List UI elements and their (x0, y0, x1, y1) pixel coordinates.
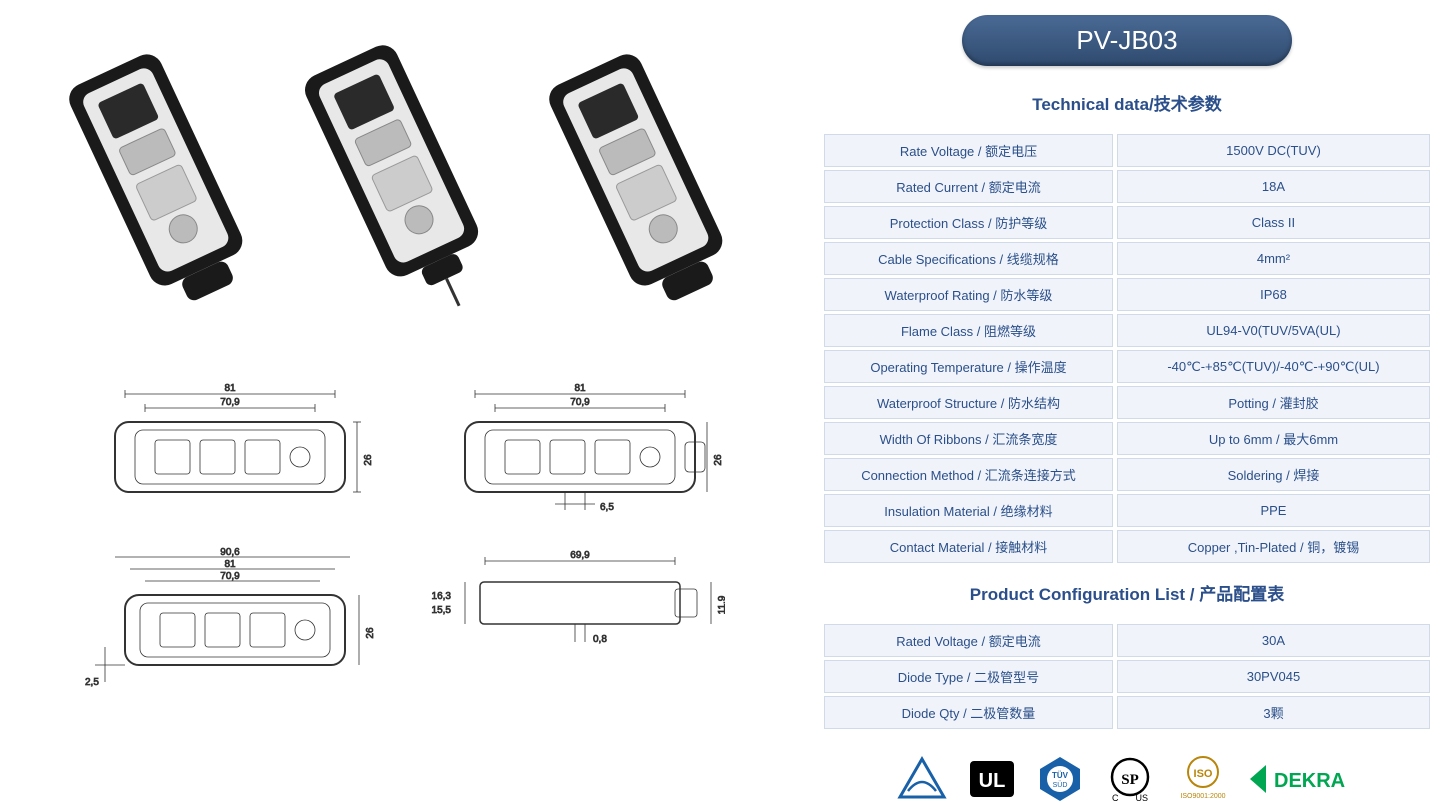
svg-text:0,8: 0,8 (593, 634, 607, 645)
config-spec-label: Diode Qty / 二极管数量 (824, 696, 1113, 729)
tech-spec-label: Protection Class / 防护等级 (824, 206, 1113, 239)
tech-spec-row: Connection Method / 汇流条连接方式Soldering / 焊… (824, 458, 1430, 491)
drawing-side-view: 69,9 16,3 15,5 0,8 11,9 (410, 547, 740, 697)
svg-text:26: 26 (365, 627, 375, 639)
svg-text:6,5: 6,5 (600, 502, 614, 513)
csa-icon: SPC US (1102, 754, 1158, 804)
svg-text:TÜV: TÜV (1052, 771, 1069, 780)
technical-drawings: 81 70,9 26 (20, 372, 780, 707)
svg-text:2,5: 2,5 (85, 677, 99, 688)
tech-spec-label: Cable Specifications / 线缆规格 (824, 242, 1113, 275)
tech-spec-value: IP68 (1117, 278, 1430, 311)
drawing-top-view-1: 81 70,9 26 (60, 382, 390, 527)
tech-spec-value: Soldering / 焊接 (1117, 458, 1430, 491)
drawing-top-view-3: 90,6 81 70,9 26 2,5 (60, 547, 390, 697)
config-spec-table: Rated Voltage / 额定电流30ADiode Type / 二极管型… (820, 621, 1434, 732)
tech-spec-value: 1500V DC(TUV) (1117, 134, 1430, 167)
tech-spec-row: Waterproof Structure / 防水结构Potting / 灌封胶 (824, 386, 1430, 419)
svg-text:ISO9001:2000: ISO9001:2000 (1180, 793, 1225, 800)
tech-spec-row: Contact Material / 接触材料Copper ,Tin-Plate… (824, 530, 1430, 563)
tech-spec-row: Cable Specifications / 线缆规格4mm² (824, 242, 1430, 275)
drawing-top-view-2: 81 70,9 26 6,5 (410, 382, 740, 527)
config-spec-value: 3颗 (1117, 696, 1430, 729)
tech-spec-row: Width Of Ribbons / 汇流条宽度Up to 6mm / 最大6m… (824, 422, 1430, 455)
tech-spec-value: Class II (1117, 206, 1430, 239)
tech-spec-table: Rate Voltage / 额定电压1500V DC(TUV)Rated Cu… (820, 131, 1434, 566)
tech-spec-value: 4mm² (1117, 242, 1430, 275)
tech-spec-label: Waterproof Rating / 防水等级 (824, 278, 1113, 311)
product-model-pill: PV-JB03 (962, 15, 1292, 66)
config-spec-label: Rated Voltage / 额定电流 (824, 624, 1113, 657)
tech-spec-label: Insulation Material / 绝缘材料 (824, 494, 1113, 527)
tech-spec-label: Rated Current / 额定电流 (824, 170, 1113, 203)
tech-spec-label: Contact Material / 接触材料 (824, 530, 1113, 563)
tech-spec-value: Up to 6mm / 最大6mm (1117, 422, 1430, 455)
svg-text:70,9: 70,9 (570, 397, 590, 408)
right-column: PV-JB03 Technical data/技术参数 Rate Voltage… (820, 15, 1434, 707)
iso-icon: ISO ISO9001:2000 (1176, 754, 1230, 804)
config-spec-row: Diode Type / 二极管型号30PV045 (824, 660, 1430, 693)
config-spec-label: Diode Type / 二极管型号 (824, 660, 1113, 693)
svg-text:26: 26 (363, 454, 374, 466)
tech-spec-row: Rate Voltage / 额定电压1500V DC(TUV) (824, 134, 1430, 167)
config-spec-value: 30A (1117, 624, 1430, 657)
svg-text:ISO: ISO (1194, 768, 1213, 780)
dekra-icon: DEKRA (1248, 754, 1358, 804)
svg-text:81: 81 (224, 383, 236, 394)
svg-text:UL: UL (979, 770, 1006, 792)
left-column: 81 70,9 26 (20, 15, 780, 707)
tech-spec-value: UL94-V0(TUV/5VA(UL) (1117, 314, 1430, 347)
config-spec-value: 30PV045 (1117, 660, 1430, 693)
ul-icon: UL (966, 754, 1018, 804)
junction-box-render-3 (550, 39, 730, 319)
certification-logos: UL TÜVSÜD SPC US ISO ISO9001:2000 DEKRA (820, 754, 1434, 804)
junction-box-render-1 (70, 39, 250, 319)
svg-text:DEKRA: DEKRA (1274, 770, 1345, 792)
tech-spec-label: Connection Method / 汇流条连接方式 (824, 458, 1113, 491)
svg-text:15,5: 15,5 (432, 605, 452, 616)
svg-text:70,9: 70,9 (220, 397, 240, 408)
svg-text:SP: SP (1121, 772, 1139, 788)
tech-data-heading: Technical data/技术参数 (820, 90, 1434, 115)
svg-text:90,6: 90,6 (220, 547, 240, 558)
config-spec-row: Diode Qty / 二极管数量3颗 (824, 696, 1430, 729)
tech-spec-label: Width Of Ribbons / 汇流条宽度 (824, 422, 1113, 455)
svg-text:26: 26 (713, 454, 724, 466)
tech-spec-label: Operating Temperature / 操作温度 (824, 350, 1113, 383)
tuv-sud-icon: TÜVSÜD (1036, 754, 1084, 804)
svg-text:16,3: 16,3 (432, 591, 452, 602)
tech-spec-value: -40℃-+85℃(TUV)/-40℃-+90℃(UL) (1117, 350, 1430, 383)
junction-box-render-2 (310, 39, 490, 319)
tech-spec-row: Insulation Material / 绝缘材料PPE (824, 494, 1430, 527)
svg-text:69,9: 69,9 (570, 550, 590, 561)
tuv-triangle-icon (896, 754, 948, 804)
svg-text:US: US (1135, 793, 1148, 803)
tech-spec-value: PPE (1117, 494, 1430, 527)
svg-text:81: 81 (574, 383, 586, 394)
tech-spec-row: Protection Class / 防护等级Class II (824, 206, 1430, 239)
tech-spec-label: Waterproof Structure / 防水结构 (824, 386, 1113, 419)
tech-spec-value: 18A (1117, 170, 1430, 203)
config-list-heading: Product Configuration List / 产品配置表 (820, 580, 1434, 605)
svg-text:70,9: 70,9 (220, 571, 240, 582)
svg-text:SÜD: SÜD (1053, 781, 1068, 789)
tech-spec-value: Copper ,Tin-Plated / 铜，镀锡 (1117, 530, 1430, 563)
tech-spec-row: Waterproof Rating / 防水等级IP68 (824, 278, 1430, 311)
svg-text:11,9: 11,9 (717, 595, 725, 614)
tech-spec-value: Potting / 灌封胶 (1117, 386, 1430, 419)
svg-text:81: 81 (224, 559, 236, 570)
tech-spec-row: Flame Class / 阻燃等级UL94-V0(TUV/5VA(UL) (824, 314, 1430, 347)
svg-text:C: C (1112, 793, 1119, 803)
config-spec-row: Rated Voltage / 额定电流30A (824, 624, 1430, 657)
tech-spec-row: Rated Current / 额定电流18A (824, 170, 1430, 203)
product-renders (20, 15, 780, 342)
tech-spec-row: Operating Temperature / 操作温度-40℃-+85℃(TU… (824, 350, 1430, 383)
tech-spec-label: Rate Voltage / 额定电压 (824, 134, 1113, 167)
tech-spec-label: Flame Class / 阻燃等级 (824, 314, 1113, 347)
